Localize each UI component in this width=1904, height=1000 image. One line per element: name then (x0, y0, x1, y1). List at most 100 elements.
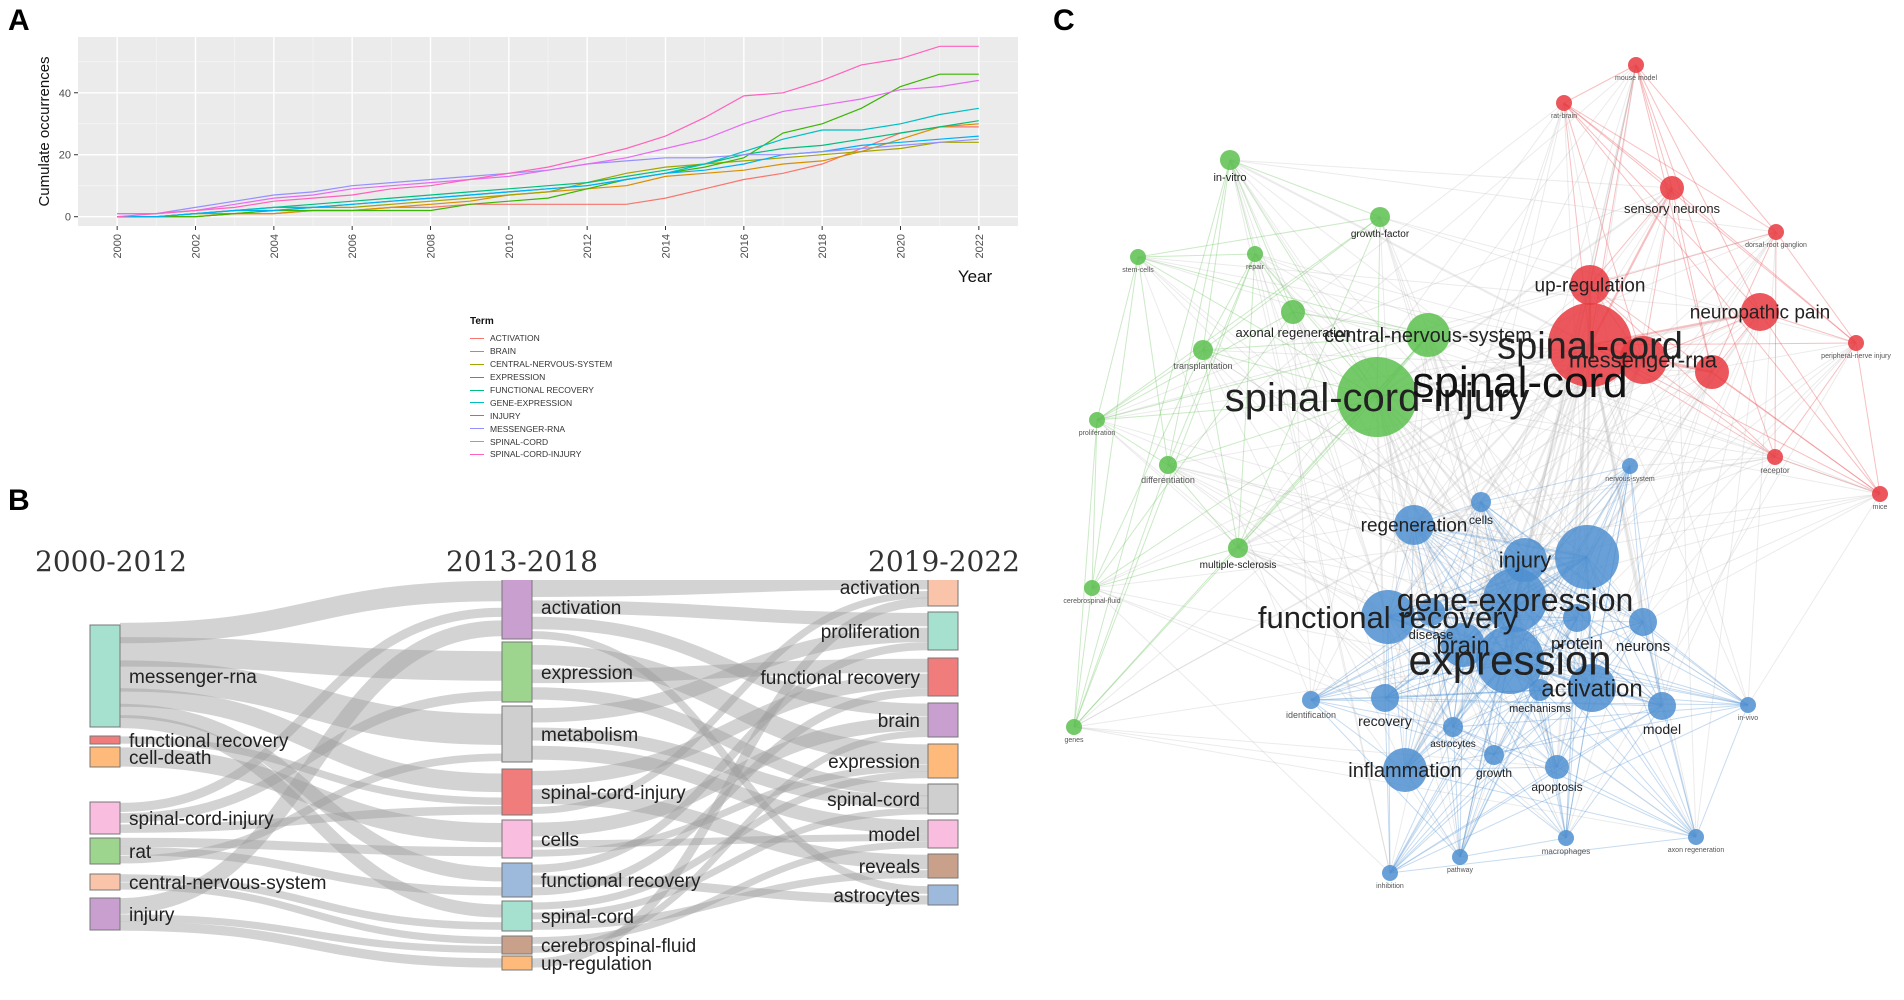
network-edge (1073, 284, 1591, 728)
x-tick-label: 2014 (661, 234, 673, 258)
network-edge (1589, 344, 1881, 495)
network-edge (1509, 621, 1644, 661)
network-edge (1384, 102, 1565, 699)
sankey-node (89, 873, 121, 891)
network-node (1767, 449, 1783, 465)
network-node (1159, 456, 1177, 474)
network-edge (1586, 556, 1663, 707)
network-edge (1629, 456, 1776, 467)
sankey-node-label: spinal-cord-injury (541, 783, 686, 804)
network-edge (1452, 659, 1511, 728)
legend-item: GENE-EXPRESSION (470, 396, 612, 409)
sankey-link (531, 789, 929, 870)
sankey-node (501, 955, 533, 971)
network-edge (1565, 371, 1713, 839)
network-node-label: messenger-rna (1569, 348, 1718, 373)
network-edge (1404, 689, 1541, 771)
network-edge (1376, 310, 1761, 399)
network-edge (1642, 359, 1776, 458)
network-edge (1430, 611, 1464, 646)
network-node-label: stem-cells (1122, 267, 1154, 274)
network-edge (1237, 102, 1565, 549)
network-edge (1413, 456, 1776, 526)
legend-item: EXPRESSION (470, 371, 612, 384)
legend-key (470, 350, 484, 352)
network-edge (1576, 465, 1631, 619)
network-edge (1073, 659, 1511, 728)
network-edge (1292, 311, 1429, 336)
network-edge (1589, 310, 1761, 347)
network-edge (1387, 616, 1558, 768)
network-edge (1509, 658, 1593, 690)
legend-label: MESSENGER-RNA (490, 423, 566, 434)
network-edge (1237, 456, 1776, 549)
network-node (1370, 207, 1390, 227)
legend-item: BRAIN (470, 345, 612, 358)
network-edge (1451, 344, 1592, 728)
network-edge (1404, 704, 1749, 771)
network-edge (1387, 615, 1511, 662)
network-edge (1310, 697, 1386, 701)
network-edge (1237, 547, 1461, 858)
network-node-label: spinal-cord (1412, 358, 1627, 407)
legend-item: INJURY (470, 409, 612, 422)
network-edge (1376, 396, 1454, 728)
network-edge (1523, 344, 1592, 561)
network-edge (1375, 396, 1465, 646)
sankey-link (531, 645, 929, 764)
network-edge (1202, 349, 1378, 398)
network-node (1302, 691, 1320, 709)
network-node (1545, 755, 1569, 779)
y-tick-label: 0 (65, 212, 71, 224)
sankey-link (119, 620, 503, 914)
sankey-node (89, 897, 121, 931)
network-node-label: neurons (1616, 638, 1670, 655)
network-edge (1555, 344, 1592, 768)
sankey-link (531, 591, 929, 814)
network-edge (1413, 524, 1511, 661)
network-edge (1137, 256, 1312, 701)
network-edge (1635, 64, 1777, 233)
network-edge (1096, 344, 1591, 421)
network-edge (1589, 64, 1637, 286)
network-node (1619, 336, 1667, 384)
legend-label: SPINAL-CORD-INJURY (490, 449, 582, 460)
sankey-link (531, 688, 929, 896)
network-node-label: expression (1408, 637, 1611, 684)
network-edge (1524, 284, 1591, 561)
network-edge (1404, 611, 1432, 771)
network-edge (1747, 231, 1777, 706)
network-edge (1091, 256, 1139, 589)
network-edge (1591, 371, 1713, 689)
sankey-node-label: expression (541, 663, 633, 684)
network-edge (1310, 659, 1511, 701)
network-edge (1576, 284, 1591, 619)
network-edge (1384, 697, 1495, 756)
network-edge (1404, 769, 1697, 838)
network-edge (1254, 253, 1881, 495)
network-edge (1565, 617, 1578, 839)
network-edge (1310, 556, 1588, 701)
network-edge (1586, 556, 1644, 623)
network-node-label: mouse model (1615, 75, 1657, 82)
network-edge (1509, 64, 1637, 661)
network-edge (1427, 334, 1644, 623)
network-edge (1137, 256, 1169, 466)
network-edge (1202, 349, 1239, 549)
network-edge (1480, 501, 1558, 768)
network-edge (1389, 705, 1663, 874)
network-node (1417, 598, 1445, 626)
network-edge (1389, 465, 1631, 874)
network-edge (1387, 616, 1644, 623)
network-node-label: in-vivo (1738, 715, 1758, 722)
sankey-link (119, 806, 503, 833)
network-edge (1387, 456, 1776, 618)
network-edge (1539, 284, 1591, 691)
sankey-node (501, 900, 533, 932)
network-node-label: peripheral-nerve injury (1821, 353, 1891, 360)
network-edge (1759, 311, 1857, 344)
sankey-link (119, 736, 503, 805)
network-edge (1413, 523, 1588, 559)
network-edge (1452, 493, 1881, 728)
network-edge (1589, 187, 1673, 346)
